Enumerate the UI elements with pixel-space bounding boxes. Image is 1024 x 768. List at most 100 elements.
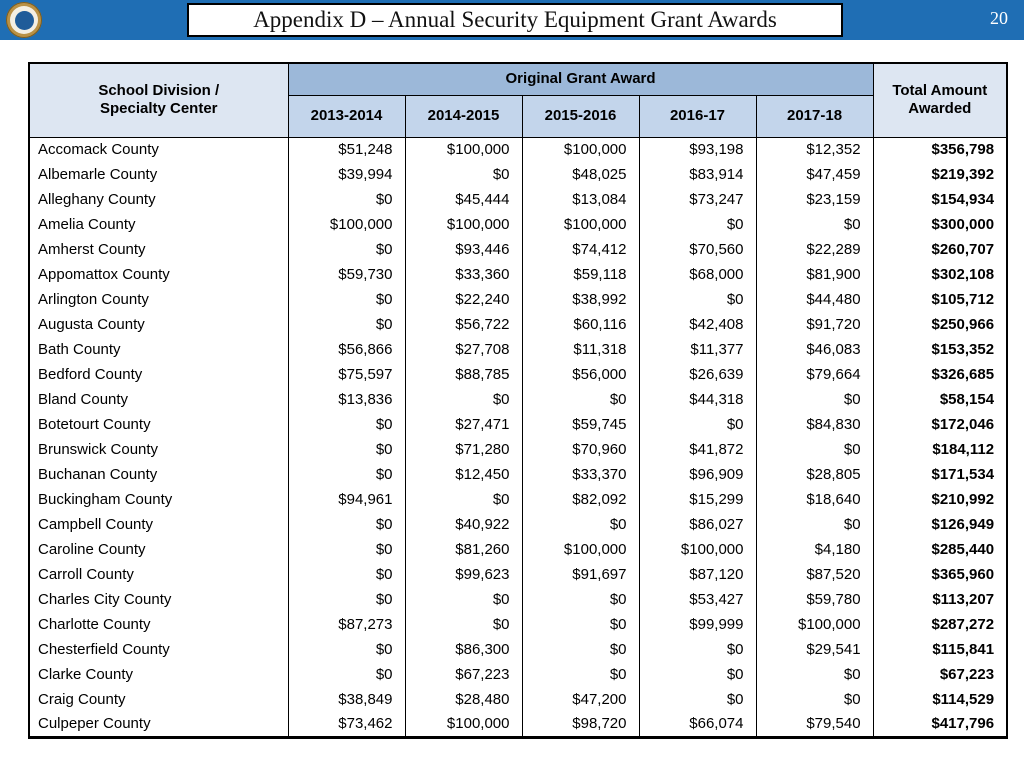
col-header-year-2013-2014: 2013-2014 [287, 94, 406, 138]
grant-amount-cell: $33,370 [521, 462, 640, 487]
total-amount-cell: $114,529 [872, 687, 1008, 712]
grant-amount-cell: $11,377 [638, 337, 757, 362]
division-name-cell: Amherst County [28, 237, 289, 262]
grant-amount-cell: $45,444 [404, 187, 523, 212]
grant-amount-cell: $0 [638, 212, 757, 237]
grant-amount-cell: $48,025 [521, 162, 640, 187]
division-name-cell: Augusta County [28, 312, 289, 337]
grant-amount-cell: $47,459 [755, 162, 874, 187]
grant-amount-cell: $81,900 [755, 262, 874, 287]
grant-amount-cell: $100,000 [404, 212, 523, 237]
grant-amount-cell: $0 [287, 562, 406, 587]
grant-amount-cell: $66,074 [638, 712, 757, 737]
grant-amount-cell: $59,118 [521, 262, 640, 287]
grant-amount-cell: $0 [404, 612, 523, 637]
division-name-cell: Brunswick County [28, 437, 289, 462]
grant-amount-cell: $44,480 [755, 287, 874, 312]
total-amount-cell: $58,154 [872, 387, 1008, 412]
grant-amount-cell: $93,198 [638, 137, 757, 162]
grant-amount-cell: $22,240 [404, 287, 523, 312]
grant-amount-cell: $0 [287, 587, 406, 612]
division-name-cell: Charlotte County [28, 612, 289, 637]
total-amount-cell: $184,112 [872, 437, 1008, 462]
grant-amount-cell: $87,520 [755, 562, 874, 587]
grant-awards-table: School Division / Specialty Center Origi… [28, 62, 1009, 739]
grant-amount-cell: $82,092 [521, 487, 640, 512]
grant-amount-cell: $0 [755, 512, 874, 537]
total-amount-cell: $356,798 [872, 137, 1008, 162]
table-row: Charles City County $0 $0 $0 $53,427 $59,780 $… [28, 587, 1008, 612]
total-amount-cell: $171,534 [872, 462, 1008, 487]
grant-amount-cell: $0 [638, 687, 757, 712]
grant-amount-cell: $0 [404, 387, 523, 412]
total-amount-cell: $285,440 [872, 537, 1008, 562]
grant-amount-cell: $26,639 [638, 362, 757, 387]
grant-amount-cell: $88,785 [404, 362, 523, 387]
grant-amount-cell: $0 [521, 662, 640, 687]
division-name-cell: Arlington County [28, 287, 289, 312]
grant-amount-cell: $15,299 [638, 487, 757, 512]
table-row: Amelia County $100,000 $100,000 $100,000 $0 $… [28, 212, 1008, 237]
total-amount-cell: $250,966 [872, 312, 1008, 337]
grant-amount-cell: $0 [755, 687, 874, 712]
doe-seal-icon [6, 2, 42, 38]
grant-amount-cell: $39,994 [287, 162, 406, 187]
grant-amount-cell: $0 [287, 287, 406, 312]
division-name-cell: Craig County [28, 687, 289, 712]
grant-amount-cell: $100,000 [521, 212, 640, 237]
grant-amount-cell: $0 [521, 387, 640, 412]
grant-amount-cell: $100,000 [521, 537, 640, 562]
division-name-cell: Culpeper County [28, 712, 289, 737]
grant-amount-cell: $59,745 [521, 412, 640, 437]
grant-amount-cell: $0 [287, 462, 406, 487]
grant-amount-cell: $42,408 [638, 312, 757, 337]
grant-amount-cell: $0 [287, 537, 406, 562]
table-row: Caroline County $0 $81,260 $100,000 $100,000… [28, 537, 1008, 562]
grant-amount-cell: $0 [638, 637, 757, 662]
grant-amount-cell: $0 [287, 662, 406, 687]
col-header-total-awarded: Total Amount Awarded [872, 62, 1008, 138]
division-name-cell: Appomattox County [28, 262, 289, 287]
grant-amount-cell: $40,922 [404, 512, 523, 537]
grant-amount-cell: $0 [287, 637, 406, 662]
total-amount-cell: $302,108 [872, 262, 1008, 287]
division-name-cell: Carroll County [28, 562, 289, 587]
grant-amount-cell: $27,708 [404, 337, 523, 362]
grant-amount-cell: $87,273 [287, 612, 406, 637]
grant-amount-cell: $56,722 [404, 312, 523, 337]
grant-amount-cell: $84,830 [755, 412, 874, 437]
division-name-cell: Accomack County [28, 137, 289, 162]
grant-amount-cell: $22,289 [755, 237, 874, 262]
grant-amount-cell: $12,450 [404, 462, 523, 487]
grant-amount-cell: $79,540 [755, 712, 874, 737]
grant-amount-cell: $38,992 [521, 287, 640, 312]
grant-amount-cell: $100,000 [521, 137, 640, 162]
total-amount-cell: $300,000 [872, 212, 1008, 237]
page-number: 20 [990, 8, 1008, 28]
table-row: Bath County $56,866 $27,708 $11,318 $11,377 $… [28, 337, 1008, 362]
grant-amount-cell: $79,664 [755, 362, 874, 387]
col-header-year-2016-17: 2016-17 [638, 94, 757, 138]
table-row: Carroll County $0 $99,623 $91,697 $87,120 $87… [28, 562, 1008, 587]
table-row: Bedford County $75,597 $88,785 $56,000 $26,6… [28, 362, 1008, 387]
grant-amount-cell: $99,999 [638, 612, 757, 637]
grant-amount-cell: $0 [404, 587, 523, 612]
grant-amount-cell: $96,909 [638, 462, 757, 487]
total-amount-cell: $153,352 [872, 337, 1008, 362]
total-amount-cell: $126,949 [872, 512, 1008, 537]
seal-center [14, 10, 34, 30]
grant-amount-cell: $0 [755, 437, 874, 462]
grant-amount-cell: $60,116 [521, 312, 640, 337]
col-header-year-2015-2016: 2015-2016 [521, 94, 640, 138]
grant-amount-cell: $0 [404, 487, 523, 512]
grant-amount-cell: $13,836 [287, 387, 406, 412]
grant-amount-cell: $70,560 [638, 237, 757, 262]
grant-amount-cell: $68,000 [638, 262, 757, 287]
grant-amount-cell: $33,360 [404, 262, 523, 287]
division-name-cell: Campbell County [28, 512, 289, 537]
table-row: Bland County $13,836 $0 $0 $44,318 $0 $58,154 [28, 387, 1008, 412]
grant-amount-cell: $0 [287, 512, 406, 537]
grant-amount-cell: $81,260 [404, 537, 523, 562]
table-row: Arlington County $0 $22,240 $38,992 $0 $44,48… [28, 287, 1008, 312]
grant-amount-cell: $83,914 [638, 162, 757, 187]
